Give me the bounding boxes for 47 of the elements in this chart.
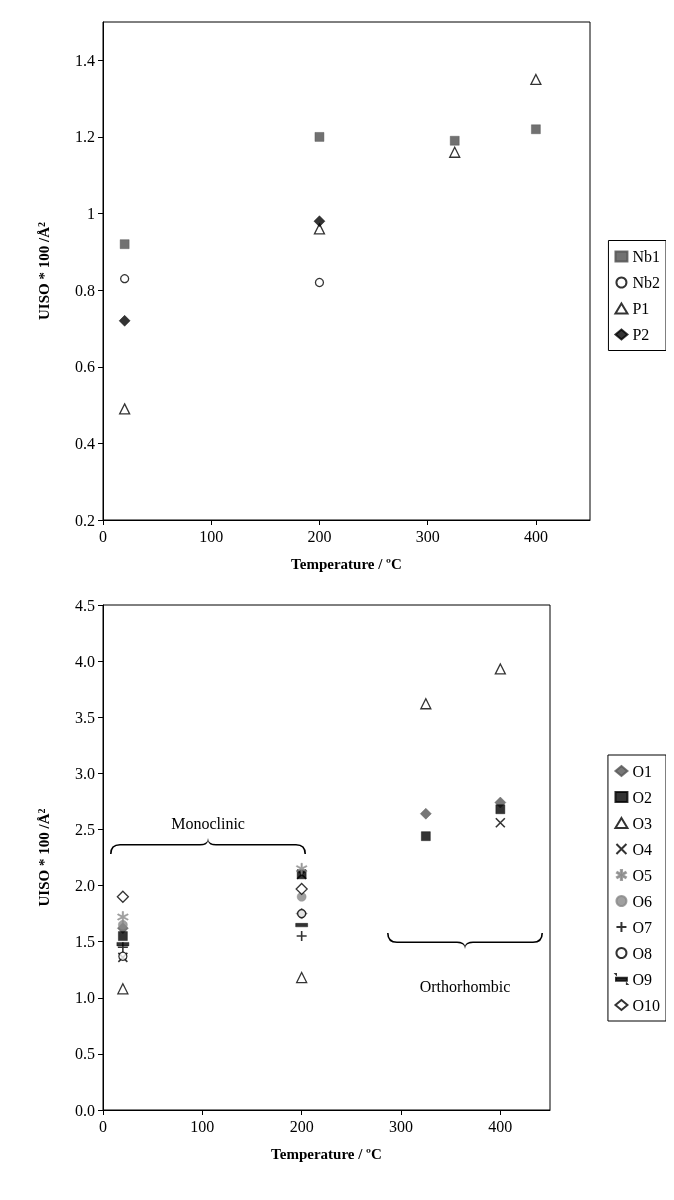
- legend-label: O1: [632, 762, 653, 780]
- legend-label: O2: [632, 788, 653, 806]
- x-axis-title: Temperature / ºC: [271, 1145, 382, 1162]
- y-axis-title: UISO * 100 /Å2: [35, 808, 52, 907]
- x-tick-label: 200: [307, 527, 332, 545]
- y-tick-label: 2.5: [75, 820, 95, 838]
- y-tick-label: 1: [87, 205, 95, 223]
- y-tick-label: 3.5: [75, 708, 95, 726]
- x-tick-label: 200: [289, 1117, 314, 1135]
- legend-label: O5: [632, 866, 653, 884]
- legend-label: P2: [632, 326, 650, 343]
- y-tick-label: 1.0: [75, 989, 95, 1007]
- x-tick-label: 300: [389, 1117, 413, 1135]
- legend-label: O6: [632, 892, 653, 910]
- legend-label: Nb2: [632, 274, 661, 291]
- y-tick-label: 2.0: [75, 877, 95, 895]
- y-tick-label: 1.2: [75, 128, 95, 146]
- x-tick-label: 100: [190, 1117, 215, 1135]
- y-tick-label: 4.5: [75, 596, 95, 614]
- x-tick-label: 400: [488, 1117, 513, 1135]
- annotation: Monoclinic: [171, 815, 245, 833]
- y-axis-title: UISO * 100 /Å2: [35, 222, 52, 320]
- x-tick-label: 0: [99, 1117, 107, 1135]
- legend-label: O4: [632, 840, 653, 858]
- legend-label: O3: [632, 814, 653, 832]
- x-tick-label: 300: [415, 527, 440, 545]
- y-tick-label: 0.8: [75, 281, 95, 299]
- x-tick-label: 400: [523, 527, 548, 545]
- y-tick-label: 0.5: [75, 1045, 95, 1063]
- legend-label: Nb1: [632, 248, 661, 265]
- legend-label: O10: [632, 996, 661, 1014]
- legend-label: P1: [632, 300, 650, 317]
- legend-label: O8: [632, 944, 653, 962]
- x-tick-label: 0: [99, 527, 107, 545]
- legend-label: O9: [632, 970, 653, 988]
- x-axis-title: Temperature / ºC: [291, 555, 402, 572]
- y-tick-label: 0.0: [75, 1101, 95, 1119]
- y-tick-label: 1.4: [75, 51, 95, 69]
- annotation: Orthorhombic: [419, 978, 511, 996]
- y-tick-label: 0.6: [75, 358, 95, 376]
- y-tick-label: 0.2: [75, 511, 95, 529]
- y-tick-label: 0.4: [75, 434, 95, 452]
- x-tick-label: 100: [199, 527, 224, 545]
- y-tick-label: 4.0: [75, 652, 95, 670]
- y-tick-label: 1.5: [75, 933, 95, 951]
- legend-label: O7: [632, 918, 653, 936]
- y-tick-label: 3.0: [75, 764, 95, 782]
